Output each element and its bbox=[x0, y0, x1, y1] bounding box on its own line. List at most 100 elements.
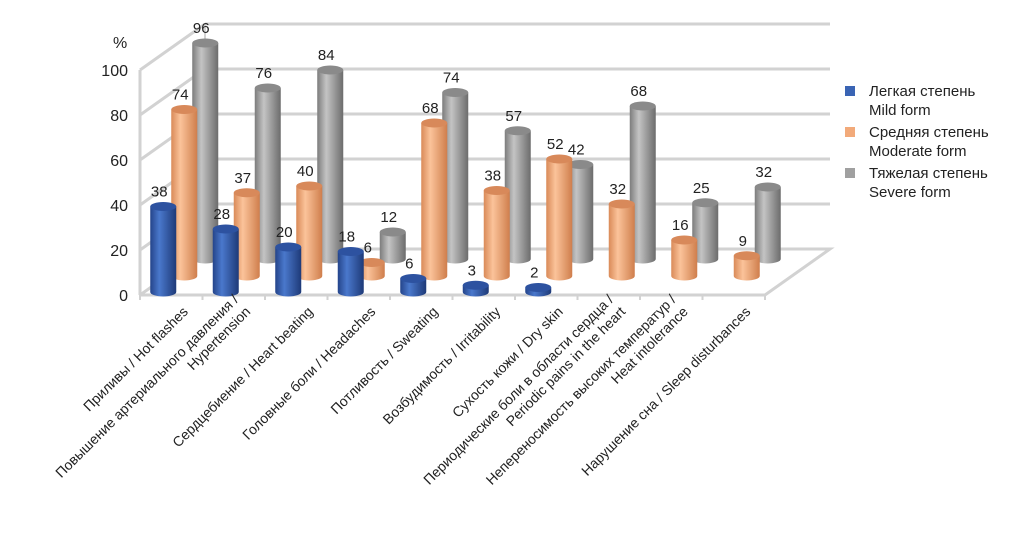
bar-moderate-1 bbox=[233, 188, 260, 281]
y-axis-unit-label: % bbox=[113, 35, 127, 52]
bar-body bbox=[379, 232, 406, 264]
bar-top bbox=[608, 199, 635, 209]
bar-severe-1 bbox=[254, 83, 281, 264]
data-label-moderate: 38 bbox=[484, 168, 501, 185]
bar-top bbox=[671, 235, 698, 245]
bar-top bbox=[275, 242, 302, 252]
category-label-line: Возбудимость / Irritability bbox=[379, 303, 503, 427]
bar-top bbox=[254, 83, 281, 93]
data-label-mild: 2 bbox=[530, 265, 538, 282]
y-tick-label: 0 bbox=[119, 288, 128, 305]
bar-top bbox=[733, 251, 760, 261]
data-label-moderate: 52 bbox=[547, 136, 564, 153]
bar-top bbox=[421, 118, 448, 128]
bar-top bbox=[150, 202, 177, 211]
data-label-moderate: 32 bbox=[609, 181, 626, 198]
legend: Легкая степень Mild form Средняя степень… bbox=[845, 82, 989, 205]
data-label-mild: 3 bbox=[468, 262, 476, 279]
bar-body bbox=[317, 70, 344, 264]
bar-top bbox=[212, 224, 239, 234]
data-label-severe: 74 bbox=[443, 70, 460, 87]
bars bbox=[150, 38, 781, 297]
bar-top bbox=[358, 258, 385, 267]
bar-body bbox=[233, 192, 260, 281]
bar-severe-0 bbox=[192, 38, 219, 264]
legend-label-moderate-ru: Средняя степень bbox=[869, 124, 989, 141]
category-label: Возбудимость / Irritability bbox=[379, 303, 503, 427]
bar-body bbox=[442, 92, 469, 264]
category-label-line: Головные боли / Headaches bbox=[239, 303, 378, 442]
bar-severe-6 bbox=[567, 160, 594, 264]
bar-top bbox=[754, 182, 781, 192]
bar-severe-5 bbox=[504, 126, 531, 264]
y-axis-ticks: 0 20 40 60 80 100 bbox=[101, 63, 128, 305]
bar-top bbox=[400, 274, 427, 283]
data-label-moderate: 9 bbox=[739, 233, 747, 250]
y-tick-label: 60 bbox=[110, 153, 128, 170]
bar-top bbox=[525, 283, 552, 292]
bar-top bbox=[192, 38, 219, 48]
bar-body bbox=[337, 251, 364, 297]
bar-severe-2 bbox=[317, 65, 344, 264]
y-tick-label: 80 bbox=[110, 108, 128, 125]
bar-moderate-9 bbox=[733, 251, 760, 281]
data-label-severe: 68 bbox=[630, 83, 647, 100]
legend-swatch-mild bbox=[845, 86, 855, 96]
bar-top bbox=[296, 181, 323, 191]
y-tick-label: 20 bbox=[110, 243, 128, 260]
data-label-severe: 42 bbox=[568, 142, 585, 159]
bar-top bbox=[233, 188, 260, 198]
bar-severe-7 bbox=[629, 101, 656, 264]
data-label-moderate: 40 bbox=[297, 163, 314, 180]
category-label: Головные боли / Headaches bbox=[239, 303, 378, 442]
bar-body bbox=[608, 204, 635, 281]
bar-body bbox=[192, 43, 219, 264]
legend-item-mild: Легкая степень Mild form bbox=[845, 82, 989, 120]
bar-moderate-8 bbox=[671, 235, 698, 281]
bar-top bbox=[317, 65, 344, 75]
bar-moderate-4 bbox=[421, 118, 448, 281]
bar-severe-3 bbox=[379, 227, 406, 264]
data-label-mild: 18 bbox=[338, 229, 355, 246]
category-label-line: Повышение артериального давления / bbox=[52, 291, 241, 480]
data-label-mild: 20 bbox=[276, 224, 293, 241]
bar-moderate-5 bbox=[483, 186, 510, 281]
data-label-moderate: 37 bbox=[234, 170, 251, 187]
bar-mild-6 bbox=[525, 283, 552, 297]
legend-label-severe-ru: Тяжелая степень bbox=[869, 165, 988, 182]
bar-moderate-2 bbox=[296, 181, 323, 281]
y-tick-label: 40 bbox=[110, 198, 128, 215]
data-label-moderate: 16 bbox=[672, 217, 689, 234]
bar-body bbox=[150, 206, 177, 297]
category-label-line: Потливость / Sweating bbox=[327, 303, 441, 417]
bar-body bbox=[212, 229, 239, 297]
category-label: Потливость / Sweating bbox=[327, 303, 441, 417]
data-label-moderate: 6 bbox=[364, 240, 372, 257]
bar-severe-4 bbox=[442, 88, 469, 264]
bar-body bbox=[296, 186, 323, 281]
bar-moderate-7 bbox=[608, 199, 635, 281]
bar-top bbox=[462, 280, 489, 290]
data-label-mild: 6 bbox=[405, 256, 413, 273]
data-label-severe: 84 bbox=[318, 47, 335, 64]
data-label-mild: 38 bbox=[151, 184, 168, 201]
bar-top bbox=[379, 227, 406, 237]
bar-moderate-6 bbox=[546, 154, 573, 281]
side-gridline bbox=[139, 22, 206, 72]
legend-item-severe: Тяжелая степень Severe form bbox=[845, 164, 989, 202]
bar-body bbox=[358, 262, 385, 281]
bar-body bbox=[254, 88, 281, 264]
y-tick-label: 100 bbox=[101, 63, 128, 80]
bar-body bbox=[733, 255, 760, 281]
bar-top bbox=[483, 186, 510, 195]
legend-item-moderate: Средняя степень Moderate form bbox=[845, 123, 989, 161]
bar-mild-0 bbox=[150, 202, 177, 297]
bar-body bbox=[483, 190, 510, 281]
legend-label-moderate-en: Moderate form bbox=[869, 143, 967, 160]
bar-mild-1 bbox=[212, 224, 239, 297]
bar-mild-3 bbox=[337, 247, 364, 297]
data-label-severe: 32 bbox=[755, 164, 772, 181]
